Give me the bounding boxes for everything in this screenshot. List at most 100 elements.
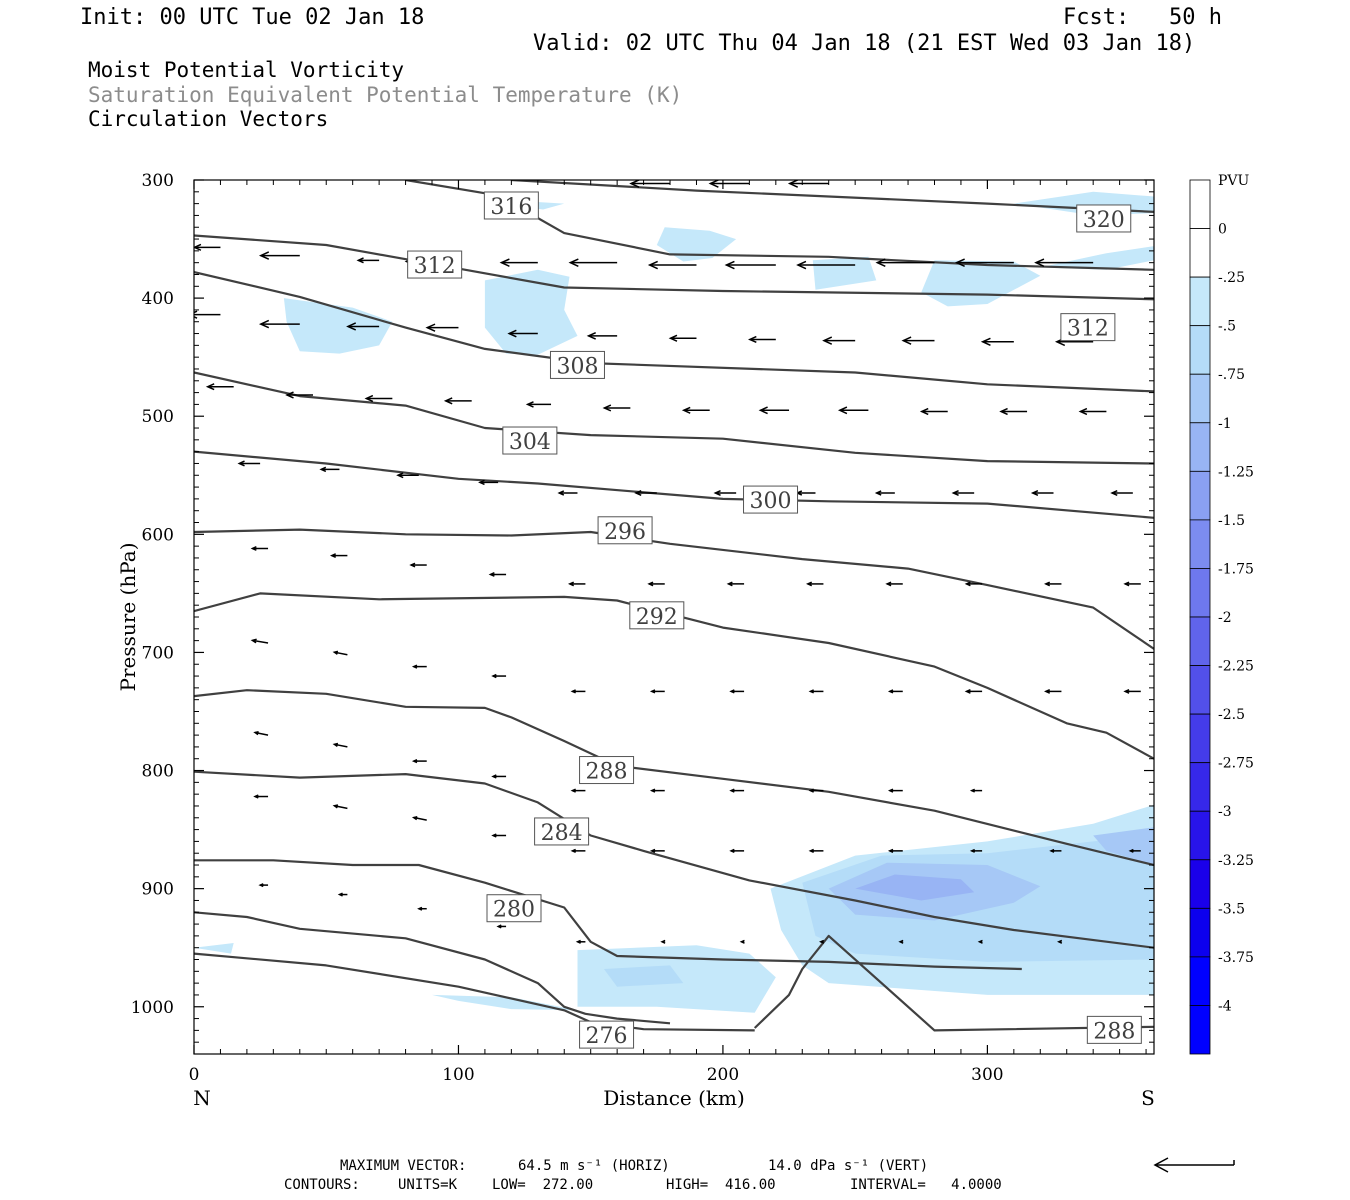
vector-head bbox=[319, 466, 327, 473]
vector-head bbox=[496, 924, 502, 929]
vector-head bbox=[822, 336, 833, 345]
vector-head bbox=[649, 848, 656, 854]
circulation-vector bbox=[808, 848, 824, 854]
circulation-vector bbox=[808, 689, 824, 694]
vector-head bbox=[488, 572, 495, 577]
vector-head bbox=[660, 939, 666, 944]
vector-head bbox=[708, 180, 719, 188]
colorbar-tick-label: -1.75 bbox=[1218, 561, 1254, 577]
circulation-vector bbox=[575, 939, 586, 944]
circulation-vector bbox=[874, 490, 895, 496]
circulation-vector bbox=[491, 673, 507, 679]
colorbar-bin bbox=[1189, 325, 1211, 375]
x-axis-title: Distance (km) bbox=[603, 1086, 745, 1110]
vector-head bbox=[258, 883, 264, 888]
vector-head bbox=[964, 581, 971, 587]
vector-head bbox=[575, 939, 581, 944]
colorbar-bin bbox=[1189, 762, 1211, 812]
vector-head bbox=[818, 939, 825, 944]
circulation-vector bbox=[258, 883, 269, 888]
circulation-vector bbox=[887, 848, 903, 854]
contour-label: 312 bbox=[1067, 317, 1109, 342]
vector-shaft bbox=[254, 731, 269, 736]
circulation-vector bbox=[822, 336, 856, 345]
circulation-vector bbox=[250, 638, 269, 644]
circulation-vector bbox=[747, 335, 776, 344]
circulation-vector bbox=[726, 581, 745, 587]
colorbar-tick-label: -1.5 bbox=[1218, 513, 1245, 529]
circulation-vector bbox=[329, 553, 348, 559]
circulation-vector bbox=[969, 848, 983, 853]
forecast-hour: Fcst: 50 h bbox=[1063, 5, 1222, 30]
circulation-vector bbox=[364, 394, 393, 403]
circulation-vector bbox=[999, 407, 1028, 416]
vector-head bbox=[443, 397, 453, 405]
pv-region bbox=[1093, 827, 1154, 865]
colorbar-bin bbox=[1189, 616, 1211, 666]
vector-shaft bbox=[334, 804, 348, 810]
contour-label: 300 bbox=[750, 489, 792, 514]
contour-label-box bbox=[579, 1020, 635, 1049]
circulation-vector bbox=[969, 788, 983, 793]
vector-head bbox=[729, 848, 735, 854]
pv-region bbox=[603, 965, 684, 987]
vector-head bbox=[258, 251, 270, 260]
circulation-vector bbox=[557, 490, 578, 496]
colorbar-tick-label: -3.5 bbox=[1218, 901, 1245, 917]
vector-head bbox=[758, 406, 768, 415]
contour-label: 280 bbox=[493, 898, 535, 923]
circulation-vector bbox=[649, 848, 665, 854]
circulation-vector bbox=[570, 788, 586, 793]
circulation-vector bbox=[417, 906, 427, 911]
vector-head bbox=[1110, 489, 1118, 497]
circulation-vector bbox=[713, 489, 737, 497]
circulation-vector bbox=[1057, 939, 1063, 944]
circulation-vector bbox=[885, 581, 903, 587]
colorbar-bin bbox=[1189, 713, 1211, 764]
contour-label-box bbox=[743, 485, 799, 514]
vector-head bbox=[570, 689, 576, 694]
circulation-vector bbox=[253, 794, 269, 799]
y-tick-label: 600 bbox=[142, 525, 174, 545]
colorbar-tick-label: -2.5 bbox=[1218, 707, 1245, 723]
colorbar-tick-label: -4 bbox=[1218, 998, 1232, 1014]
vector-head bbox=[237, 460, 245, 467]
max-vector-horiz: 64.5 m s⁻¹ (HORIZ) bbox=[518, 1158, 670, 1174]
circulation-vector bbox=[488, 572, 507, 577]
circulation-vector bbox=[411, 758, 427, 764]
colorbar-bin bbox=[1189, 956, 1211, 1006]
theta-es-contour bbox=[194, 592, 1154, 760]
vector-head bbox=[898, 939, 904, 944]
vector-head bbox=[258, 319, 270, 329]
vector-head bbox=[887, 848, 894, 854]
contours-interval: INTERVAL= 4.0000 bbox=[850, 1177, 1002, 1193]
circulation-vector bbox=[1034, 258, 1094, 267]
circulation-vector bbox=[258, 319, 300, 329]
circulation-vector bbox=[237, 460, 261, 467]
theta-es-contour bbox=[194, 859, 1022, 971]
vector-head bbox=[875, 258, 886, 267]
colorbar-bin bbox=[1189, 276, 1211, 327]
vector-head bbox=[1078, 407, 1088, 416]
circulation-vector bbox=[808, 788, 824, 793]
circulation-vector bbox=[729, 788, 745, 793]
theta-es-contour bbox=[194, 371, 1154, 465]
contours-label: CONTOURS: bbox=[284, 1177, 360, 1193]
vector-head bbox=[885, 581, 892, 587]
pv-region bbox=[283, 298, 393, 354]
vector-head bbox=[525, 401, 534, 408]
contour-label-box bbox=[579, 756, 635, 785]
theta-es-contour bbox=[194, 911, 671, 1025]
contour-label-box bbox=[534, 817, 590, 846]
vector-head bbox=[634, 489, 642, 497]
circulation-vector bbox=[1044, 688, 1062, 694]
circulation-vector bbox=[954, 258, 1014, 267]
vector-head bbox=[1030, 489, 1039, 497]
vector-head bbox=[901, 336, 912, 345]
circulation-vector bbox=[570, 689, 586, 694]
circulation-vector bbox=[205, 383, 234, 391]
vector-head bbox=[964, 688, 971, 694]
circulation-vector bbox=[570, 848, 586, 854]
vector-head bbox=[681, 406, 691, 414]
circulation-vector bbox=[253, 730, 269, 736]
